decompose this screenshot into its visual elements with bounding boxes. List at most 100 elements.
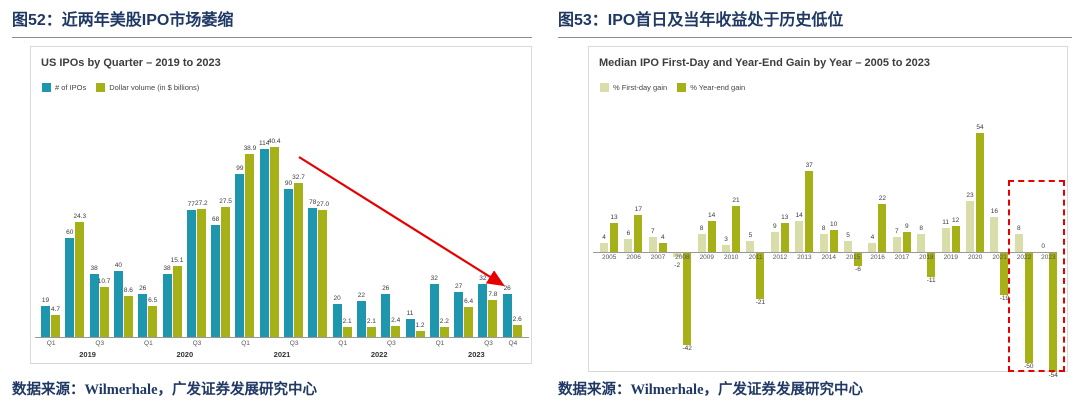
- quarter-tick-label: Q1: [338, 340, 348, 347]
- dollar-volume-value: 32.7: [292, 173, 305, 181]
- dollar-volume-bar: [439, 326, 449, 337]
- year-end-gain-value: 4: [660, 234, 665, 242]
- year-end-gain-value: -21: [755, 299, 766, 307]
- year-tick-label: 2021: [273, 350, 291, 359]
- dollar-volume-value: 27.2: [194, 199, 208, 207]
- first-day-gain-bar: [697, 234, 706, 252]
- volume-legend-label: Dollar volume (in $ billions): [109, 83, 200, 92]
- year-end-gain-bar: [951, 225, 960, 252]
- year-tick-label: 2023: [1041, 254, 1056, 261]
- year-tick-label: 2020: [967, 254, 983, 261]
- ipos-legend-swatch: [42, 83, 51, 92]
- year-tick-label: 2011: [748, 254, 763, 261]
- year-end-gain-value: 14: [707, 212, 716, 220]
- year-tick-label: 2006: [626, 254, 641, 261]
- year-end-legend-swatch: [677, 83, 687, 92]
- first-day-gain-value: -2: [674, 262, 681, 269]
- quarter-tick-label: Q3: [95, 340, 105, 347]
- year-end-gain-bar: [927, 253, 936, 278]
- dollar-volume-bar: [51, 314, 60, 337]
- first-day-gain-bar: [600, 243, 608, 252]
- figure-53-caption: 图53：IPO首日及当年收益处于历史低位: [558, 6, 1072, 38]
- year-end-gain-value: -50: [1024, 363, 1034, 370]
- ipo-quarter-chart: 19 4.7 Q1 60 24.3 38 10.7 Q3 40 8.6 26 6.5 Q1 38 15.1 7…: [30, 46, 532, 364]
- year-end-legend-label: % Year-end gain: [690, 83, 746, 92]
- figure-52-caption: 图52：近两年美股IPO市场萎缩: [12, 6, 532, 38]
- gain-by-year-plot: 4 13 2005 6 17 2006 7 4 2007 -2 -42 2008 8 14 2009 3 21 2…: [589, 47, 1067, 378]
- ipo-count-value: 68: [211, 215, 220, 223]
- dollar-volume-value: 40.4: [267, 137, 281, 145]
- first-day-gain-bar: [648, 236, 657, 252]
- year-tick-label: 2022: [1016, 254, 1032, 261]
- year-tick-label: 2023: [468, 350, 485, 359]
- dollar-volume-bar: [172, 265, 182, 337]
- first-day-gain-value: 7: [650, 227, 655, 235]
- dollar-volume-value: 1.2: [415, 322, 425, 330]
- ipo-count-bar: [235, 173, 245, 337]
- year-end-gain-value: 17: [634, 205, 643, 213]
- first-day-gain-value: 8: [919, 225, 923, 233]
- year-end-gain-value: 54: [976, 124, 984, 132]
- year-tick-label: 2007: [650, 254, 666, 261]
- dollar-volume-value: 24.3: [73, 213, 87, 221]
- year-end-gain-value: 13: [610, 214, 618, 222]
- year-tick-label: 2016: [870, 254, 885, 261]
- first-day-gain-value: 5: [846, 232, 850, 239]
- year-end-gain-value: 21: [732, 196, 740, 204]
- year-tick-label: 2022: [370, 350, 388, 359]
- ipo-count-value: 40: [114, 262, 123, 269]
- dollar-volume-bar: [148, 306, 158, 337]
- year-end-gain-value: 12: [951, 216, 960, 224]
- year-end-gain-bar: [658, 243, 667, 252]
- gain-chart-legend: % First-day gain % Year-end gain: [600, 83, 755, 92]
- ipo-count-value: 26: [503, 285, 511, 293]
- ipo-count-bar: [186, 209, 196, 337]
- year-tick-label: 2009: [699, 254, 715, 261]
- year-end-gain-bar: [976, 133, 984, 252]
- dollar-volume-value: 38.9: [243, 144, 257, 152]
- year-tick-label: 2021: [992, 254, 1007, 261]
- ipo-count-bar: [356, 300, 366, 337]
- dollar-volume-value: 27.0: [316, 200, 330, 208]
- year-end-gain-bar: [1049, 253, 1058, 372]
- ipo-count-value: 77: [187, 200, 195, 208]
- dollar-volume-bar: [269, 146, 279, 337]
- volume-legend-swatch: [96, 83, 106, 92]
- dollar-volume-value: 8.6: [123, 287, 133, 295]
- year-end-gain-bar: [707, 221, 716, 252]
- ipo-count-bar: [162, 274, 172, 337]
- ipo-chart-title: US IPOs by Quarter – 2019 to 2023: [41, 57, 221, 69]
- year-end-gain-bar: [634, 214, 643, 252]
- first-day-gain-bar: [1014, 234, 1023, 252]
- dollar-volume-bar: [464, 306, 474, 337]
- quarter-tick-label: Q1: [241, 340, 250, 347]
- ipo-count-value: 114: [259, 139, 270, 147]
- dollar-volume-value: 15.1: [170, 256, 184, 264]
- first-day-gain-bar: [795, 221, 804, 252]
- year-end-gain-value: 9: [904, 223, 909, 231]
- year-end-gain-bar: [902, 232, 911, 252]
- zero-axis-line: [593, 252, 1057, 253]
- year-end-gain-value: 10: [829, 221, 838, 228]
- year-end-gain-value: -19: [999, 294, 1010, 302]
- first-day-gain-value: 14: [795, 212, 803, 220]
- year-tick-label: 2014: [821, 254, 837, 261]
- year-end-gain-bar: [732, 205, 740, 252]
- first-day-gain-value: 8: [699, 225, 704, 233]
- dollar-volume-bar: [196, 208, 206, 337]
- gain-chart-title: Median IPO First-Day and Year-End Gain b…: [599, 57, 930, 69]
- ipo-count-bar: [454, 292, 464, 337]
- first-day-gain-value: 9: [772, 223, 777, 231]
- first-day-gain-value: 4: [602, 234, 606, 242]
- year-tick-label: 2019: [943, 254, 959, 261]
- first-day-gain-value: 7: [894, 227, 899, 235]
- dollar-volume-bar: [366, 327, 376, 337]
- dollar-volume-value: 7.8: [488, 291, 498, 299]
- dollar-volume-bar: [391, 325, 401, 337]
- dollar-volume-bar: [512, 324, 522, 337]
- first-day-gain-value: 8: [1016, 225, 1021, 233]
- year-end-gain-value: 22: [878, 194, 887, 202]
- year-end-gain-bar: [878, 203, 887, 252]
- first-day-gain-bar: [624, 238, 633, 252]
- first-day-legend-swatch: [600, 83, 609, 92]
